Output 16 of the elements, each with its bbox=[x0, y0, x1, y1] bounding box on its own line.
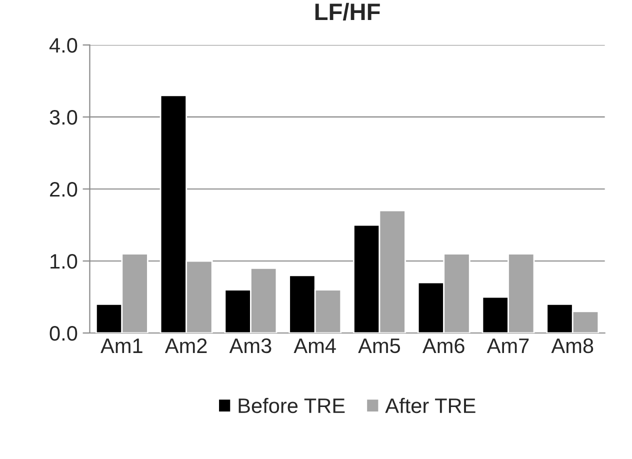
x-tick-label: Am1 bbox=[100, 338, 142, 353]
chart-title: LF/HF bbox=[315, 2, 380, 20]
y-tick-label: 3.0 bbox=[50, 110, 78, 125]
x-tick-label: Am2 bbox=[164, 338, 207, 353]
y-tick-label: 1.0 bbox=[50, 254, 78, 269]
legend-label: After TRE bbox=[385, 398, 476, 414]
y-tick-label: 0.0 bbox=[50, 326, 78, 341]
x-tick-label: Am6 bbox=[422, 338, 464, 354]
x-tick-label: Am4 bbox=[294, 338, 336, 353]
x-tick-label: Am3 bbox=[229, 338, 272, 354]
y-tick-label: 2.0 bbox=[50, 182, 78, 197]
legend-label: Before TRE bbox=[238, 398, 345, 414]
x-tick-label: Am5 bbox=[358, 338, 400, 354]
x-tick-label: Am8 bbox=[551, 338, 594, 354]
y-tick-label: 4.0 bbox=[49, 38, 78, 53]
x-tick-label: Am7 bbox=[486, 338, 529, 353]
